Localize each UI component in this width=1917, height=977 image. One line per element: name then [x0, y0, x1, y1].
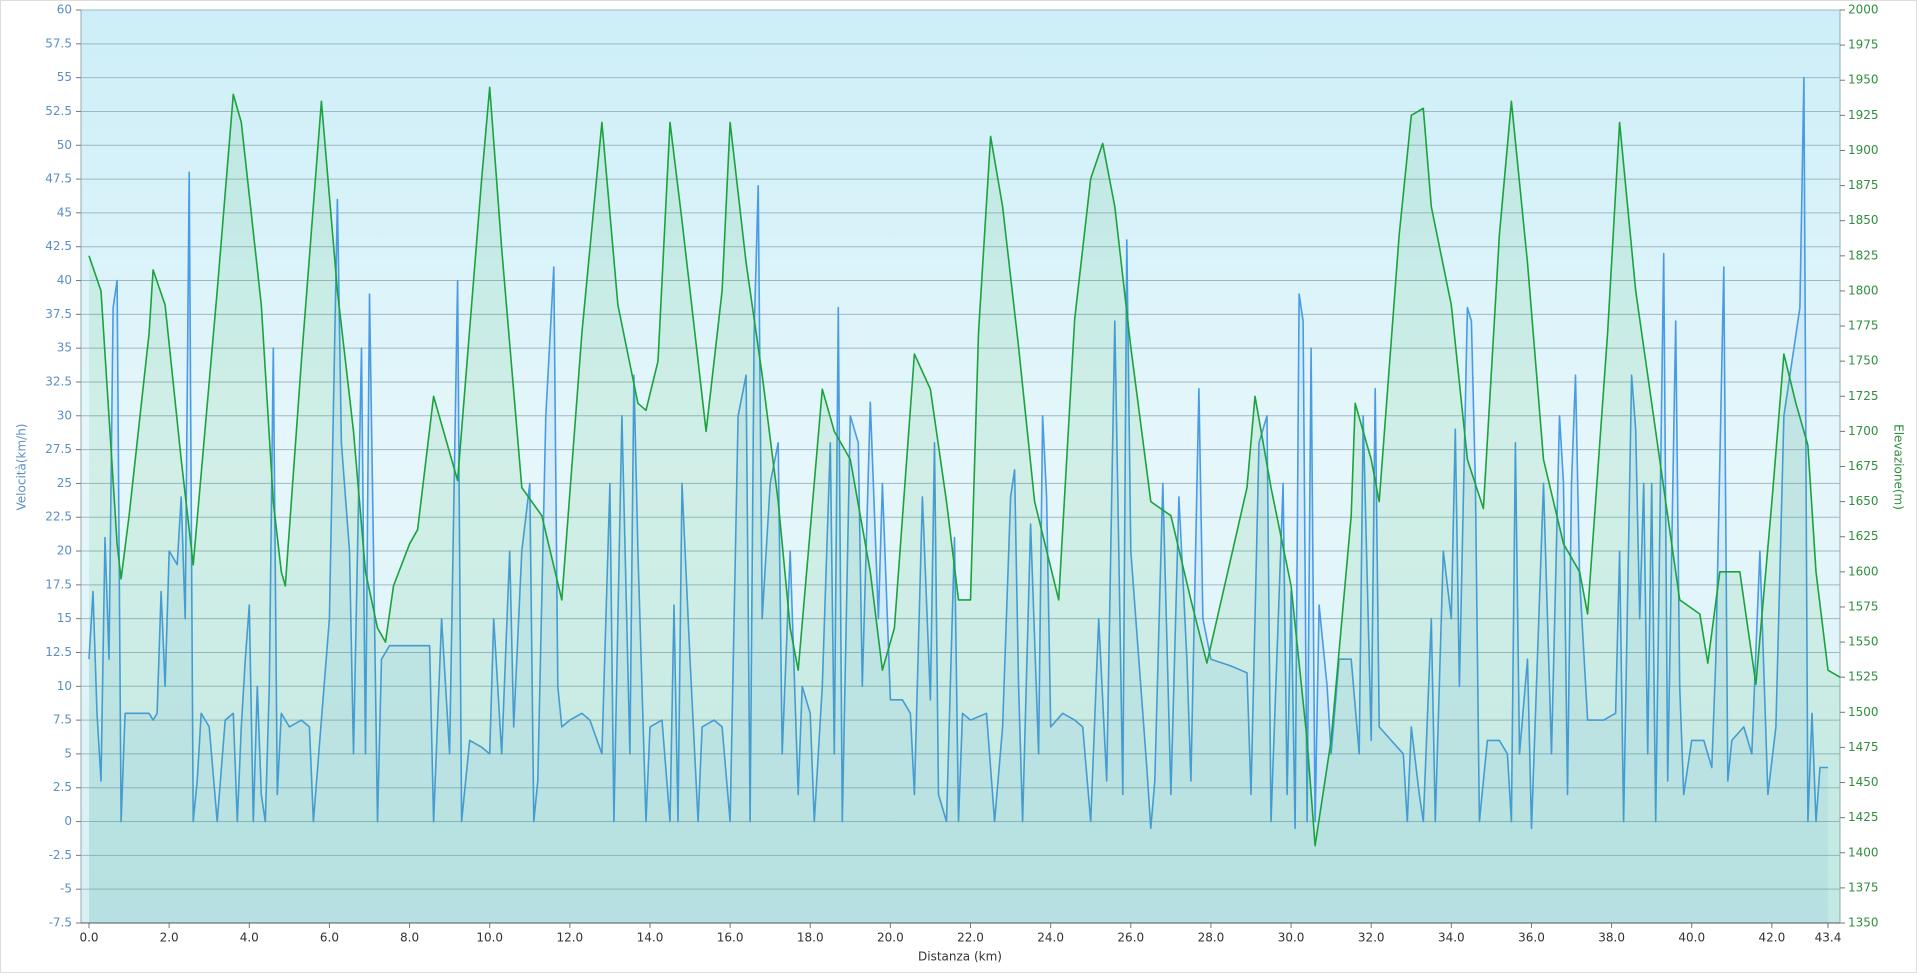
y2-tick-label: 1750: [1848, 354, 1879, 368]
x-tick-label: 18.0: [797, 931, 824, 945]
y-tick-label: -7.5: [49, 916, 72, 930]
y-tick-label: 55: [57, 70, 72, 84]
y2-tick-label: 1600: [1848, 564, 1879, 578]
y-tick-label: 52.5: [45, 104, 72, 118]
x-tick-label: 43.4: [1815, 931, 1842, 945]
y-axis-title: Velocità(km/h): [15, 424, 29, 511]
y-tick-label: 20: [57, 544, 72, 558]
x-tick-label: 0.0: [79, 931, 98, 945]
y-tick-label: 30: [57, 408, 72, 422]
y2-tick-label: 1925: [1848, 108, 1879, 122]
y-tick-label: 22.5: [45, 510, 72, 524]
y2-tick-label: 1900: [1848, 143, 1879, 157]
y2-tick-label: 1700: [1848, 424, 1879, 438]
y-tick-label: 7.5: [53, 713, 72, 727]
y2-tick-label: 1825: [1848, 248, 1879, 262]
y2-tick-label: 2000: [1848, 3, 1879, 17]
x-tick-label: 6.0: [320, 931, 339, 945]
y2-tick-label: 1400: [1848, 845, 1879, 859]
series-line: [88, 86, 1841, 847]
x-tick-label: 36.0: [1518, 931, 1545, 945]
y2-tick-label: 1550: [1848, 635, 1879, 649]
x-tick-label: 2.0: [160, 931, 179, 945]
x-tick-label: 20.0: [877, 931, 904, 945]
area-fill: [89, 87, 1840, 924]
y-tick-label: 12.5: [45, 645, 72, 659]
y2-tick-label: 1800: [1848, 283, 1879, 297]
y-tick-label: 5: [64, 746, 72, 760]
y-tick-label: 42.5: [45, 239, 72, 253]
x-tick-label: 8.0: [400, 931, 419, 945]
y2-tick-label: 1525: [1848, 670, 1879, 684]
area-fill: [89, 77, 1828, 924]
y-tick-label: 40: [57, 273, 72, 287]
y-tick-label: 47.5: [45, 172, 72, 186]
y2-tick-label: 1625: [1848, 529, 1879, 543]
y-tick-label: 27.5: [45, 442, 72, 456]
x-tick-label: 34.0: [1438, 931, 1465, 945]
y2-tick-label: 1675: [1848, 459, 1879, 473]
x-tick-label: 24.0: [1037, 931, 1064, 945]
x-tick-label: 38.0: [1598, 931, 1625, 945]
x-tick-label: 26.0: [1117, 931, 1144, 945]
y-tick-label: 45: [57, 205, 72, 219]
y2-tick-label: 1475: [1848, 740, 1879, 754]
x-tick-label: 12.0: [556, 931, 583, 945]
x-tick-label: 30.0: [1278, 931, 1305, 945]
y2-tick-label: 1650: [1848, 494, 1879, 508]
y-tick-label: 35: [57, 341, 72, 355]
y-tick-label: 25: [57, 476, 72, 490]
x-axis-title: Distanza (km): [918, 950, 1002, 964]
y2-tick-label: 1875: [1848, 178, 1879, 192]
y-tick-label: 60: [57, 3, 72, 17]
y2-tick-label: 1575: [1848, 599, 1879, 613]
x-tick-label: 16.0: [717, 931, 744, 945]
y-tick-label: 17.5: [45, 577, 72, 591]
x-tick-label: 28.0: [1198, 931, 1225, 945]
y2-tick-label: 1975: [1848, 38, 1879, 52]
x-tick-label: 32.0: [1358, 931, 1385, 945]
y-tick-label: 15: [57, 611, 72, 625]
y-tick-label: 10: [57, 679, 72, 693]
y-tick-label: 50: [57, 138, 72, 152]
x-tick-label: 40.0: [1678, 931, 1705, 945]
y-tick-label: -2.5: [49, 848, 72, 862]
y2-axis-title: Elevazione(m): [1892, 424, 1906, 510]
series-line: [88, 76, 1828, 830]
y-tick-label: -5: [60, 882, 72, 896]
y-tick-label: 32.5: [45, 374, 72, 388]
y-tick-label: 57.5: [45, 36, 72, 50]
y2-tick-label: 1725: [1848, 389, 1879, 403]
y2-tick-label: 1450: [1848, 775, 1879, 789]
x-tick-label: 14.0: [637, 931, 664, 945]
x-tick-label: 22.0: [957, 931, 984, 945]
y2-tick-label: 1425: [1848, 810, 1879, 824]
x-tick-label: 10.0: [476, 931, 503, 945]
y-tick-label: 37.5: [45, 307, 72, 321]
y-tick-label: 2.5: [53, 780, 72, 794]
y2-tick-label: 1950: [1848, 73, 1879, 87]
y2-tick-label: 1350: [1848, 916, 1879, 930]
y2-tick-label: 1500: [1848, 705, 1879, 719]
y2-tick-label: 1850: [1848, 213, 1879, 227]
y-tick-label: 0: [64, 814, 72, 828]
y2-tick-label: 1775: [1848, 319, 1879, 333]
x-tick-label: 42.0: [1759, 931, 1786, 945]
x-tick-label: 4.0: [240, 931, 259, 945]
y2-tick-label: 1375: [1848, 880, 1879, 894]
